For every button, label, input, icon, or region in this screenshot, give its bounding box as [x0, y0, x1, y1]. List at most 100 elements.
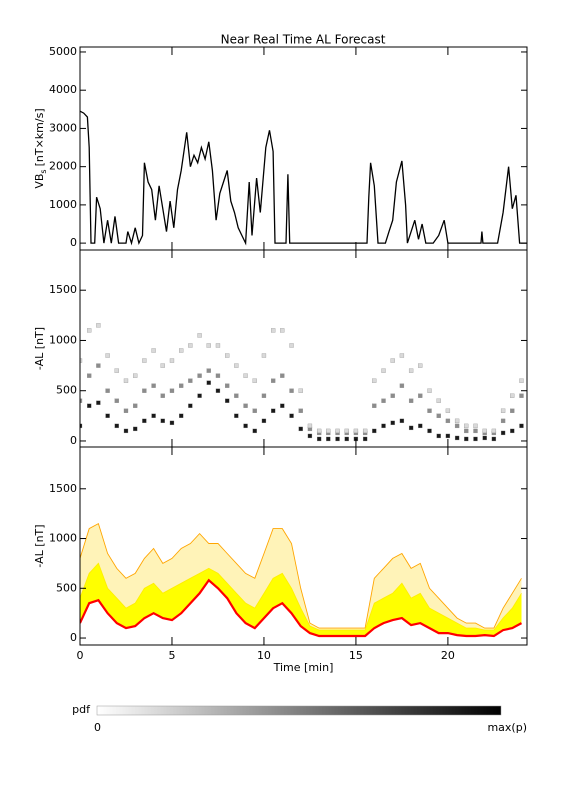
y-axis-label: -AL [nT]	[33, 524, 46, 567]
density-cell	[482, 428, 487, 434]
colorbar	[96, 705, 502, 716]
series-line	[80, 562, 522, 631]
density-cell	[270, 408, 276, 413]
density-cell	[206, 343, 211, 348]
density-cell	[316, 436, 322, 442]
colorbar-label: pdf	[72, 703, 91, 716]
density-cell	[454, 435, 460, 441]
density-cell	[445, 433, 451, 439]
density-cell	[353, 428, 359, 434]
density-cell	[133, 403, 138, 408]
density-cell	[142, 418, 147, 424]
density-cell	[326, 436, 331, 442]
density-cell	[206, 380, 211, 385]
density-cell	[225, 383, 230, 388]
density-cell	[243, 403, 248, 408]
density-cell	[362, 428, 368, 434]
density-cell	[500, 430, 506, 436]
density-cell	[344, 436, 349, 442]
density-cell	[252, 408, 257, 413]
x-tick-label: 5	[168, 649, 175, 662]
density-cell	[491, 436, 497, 442]
density-cell	[133, 426, 138, 432]
density-cell	[123, 378, 129, 383]
density-cell	[464, 436, 469, 442]
y-tick-label: 500	[56, 581, 77, 594]
plot-frame	[79, 46, 528, 251]
y-axis-label: -AL [nT]	[33, 327, 46, 370]
density-cell	[261, 418, 267, 424]
colorbar-max: max(p)	[487, 721, 527, 734]
density-cell	[372, 428, 377, 434]
density-cell	[252, 378, 257, 383]
plot-frame	[79, 446, 528, 646]
density-cell	[215, 373, 221, 378]
density-cell	[114, 423, 119, 429]
series-line	[80, 522, 522, 629]
density-cell	[381, 368, 386, 373]
density-cell	[390, 358, 395, 363]
density-cell	[188, 343, 193, 348]
density-cell	[307, 433, 313, 439]
density-cell	[482, 435, 487, 441]
density-cell	[280, 328, 285, 333]
y-tick-label: 2000	[49, 160, 77, 173]
density-cell	[464, 423, 469, 429]
density-cell	[381, 423, 386, 429]
density-cell	[234, 363, 239, 368]
density-cell	[335, 428, 340, 434]
x-tick-label: 20	[441, 649, 455, 662]
density-cell	[225, 353, 230, 358]
density-cell	[436, 398, 441, 403]
density-cell	[289, 413, 294, 418]
density-cell	[510, 428, 515, 434]
density-cell	[289, 343, 294, 348]
x-tick-label: 15	[349, 649, 363, 662]
density-cell	[500, 408, 506, 413]
density-cell	[114, 398, 119, 403]
density-cell	[473, 428, 478, 434]
density-cell	[500, 418, 506, 424]
density-cell	[151, 413, 156, 418]
density-cell	[197, 333, 202, 338]
density-cell	[270, 328, 276, 333]
density-cell	[243, 423, 248, 429]
density-cell	[215, 343, 221, 348]
density-cell	[344, 428, 349, 434]
density-cell	[160, 363, 165, 368]
density-cell	[197, 393, 202, 398]
density-cell	[362, 436, 368, 442]
plot-frame	[79, 249, 528, 448]
density-cell	[80, 423, 83, 429]
density-cell	[298, 426, 303, 432]
plot-area	[80, 110, 527, 246]
density-cell	[390, 420, 395, 426]
density-cell	[215, 388, 221, 393]
density-cell	[142, 358, 147, 363]
density-cell	[105, 413, 110, 418]
density-cell	[427, 388, 432, 393]
density-cell	[179, 348, 184, 353]
y-tick-label: 0	[70, 631, 77, 644]
density-cell	[473, 423, 478, 429]
y-tick-label: 5000	[49, 45, 77, 58]
density-cell	[408, 368, 414, 373]
density-cell	[179, 413, 184, 418]
density-cell	[418, 423, 423, 429]
density-cell	[96, 323, 101, 328]
density-cell	[234, 413, 239, 418]
density-cell	[307, 423, 313, 429]
line	[80, 110, 527, 246]
y-tick-label: 4000	[49, 83, 77, 96]
density-cell	[335, 436, 340, 442]
density-cell	[87, 373, 92, 378]
density-cell	[96, 400, 101, 405]
y-tick-label: 1000	[49, 333, 77, 346]
y-tick-label: 500	[56, 384, 77, 397]
plot-area	[80, 522, 523, 639]
density-cell	[510, 408, 515, 413]
density-cell	[445, 408, 451, 413]
density-cell	[510, 393, 515, 398]
density-cell	[427, 408, 432, 413]
